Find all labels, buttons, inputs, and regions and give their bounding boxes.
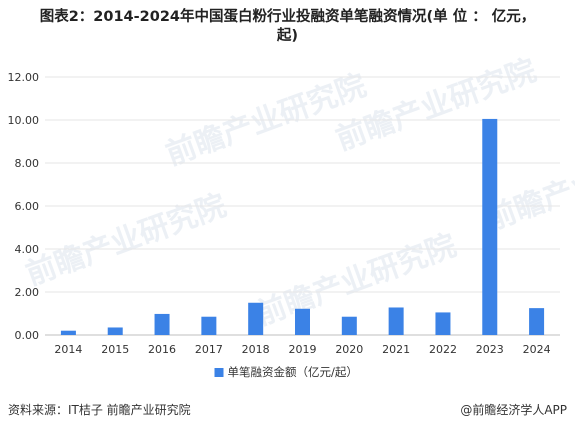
source-note: 资料来源：IT桔子 前瞻产业研究院 bbox=[8, 403, 191, 417]
bar-2016 bbox=[154, 313, 170, 335]
brand-text: @前瞻经济学人APP bbox=[460, 403, 567, 417]
x-tick-label: 2014 bbox=[54, 343, 82, 356]
bar-2017 bbox=[201, 316, 217, 335]
y-tick-label: 2.00 bbox=[15, 286, 40, 299]
chart-title-line2: 起) bbox=[276, 28, 299, 44]
x-tick-label: 2015 bbox=[101, 343, 129, 356]
x-tick-label: 2020 bbox=[335, 343, 363, 356]
y-tick-label: 6.00 bbox=[15, 200, 40, 213]
bar-2021 bbox=[388, 307, 404, 335]
x-tick-label: 2016 bbox=[148, 343, 176, 356]
bar-2023 bbox=[482, 118, 498, 335]
bar-2024 bbox=[529, 308, 545, 335]
y-tick-label: 10.00 bbox=[8, 114, 40, 127]
y-tick-label: 0.00 bbox=[15, 329, 40, 342]
bar-2018 bbox=[248, 302, 264, 335]
x-tick-label: 2024 bbox=[523, 343, 551, 356]
bar-2019 bbox=[295, 308, 310, 335]
chart-title-line1: 图表2：2014-2024年中国蛋白粉行业投融资单笔融资情况(单 位 ： 亿元， bbox=[39, 9, 536, 25]
bar-2015 bbox=[107, 327, 123, 335]
x-tick-label: 2023 bbox=[476, 343, 504, 356]
x-tick-label: 2019 bbox=[289, 343, 317, 356]
x-tick-label: 2017 bbox=[195, 343, 223, 356]
y-tick-label: 12.00 bbox=[8, 71, 40, 84]
x-tick-label: 2022 bbox=[429, 343, 457, 356]
y-tick-label: 8.00 bbox=[15, 157, 40, 170]
chart-title: 图表2：2014-2024年中国蛋白粉行业投融资单笔融资情况(单 位 ： 亿元，… bbox=[0, 8, 575, 46]
legend-swatch bbox=[214, 368, 224, 377]
x-tick-label: 2021 bbox=[382, 343, 410, 356]
bar-2022 bbox=[435, 312, 451, 335]
bar-2014 bbox=[60, 330, 76, 335]
y-tick-label: 4.00 bbox=[15, 243, 40, 256]
brand-note: @前瞻经济学人APP bbox=[460, 401, 567, 418]
x-tick-label: 2018 bbox=[242, 343, 270, 356]
bar-2020 bbox=[341, 316, 357, 335]
legend-label: 单笔融资金额（亿元/起） bbox=[228, 365, 358, 379]
